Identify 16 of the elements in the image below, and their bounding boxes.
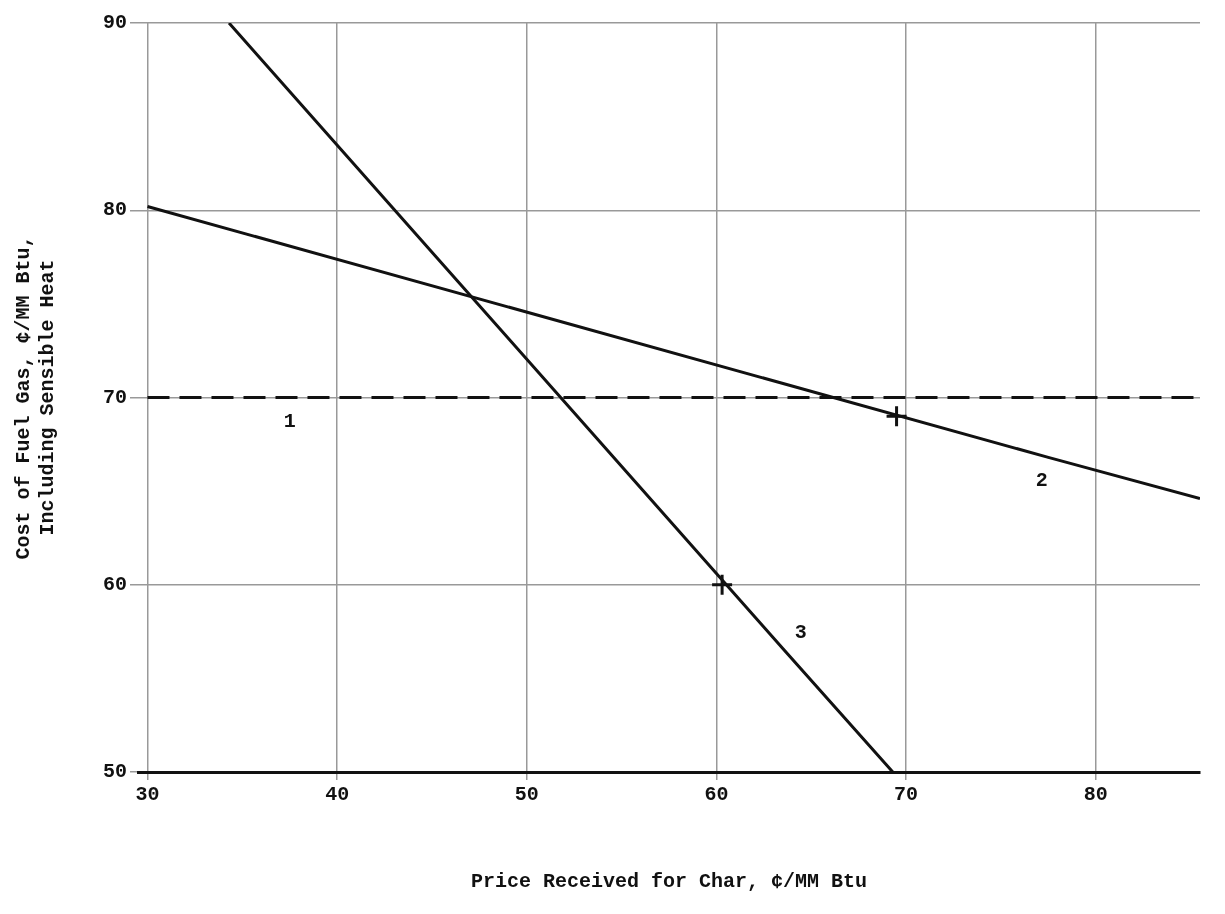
series-label: 2 (1035, 468, 1048, 492)
y-tick-label: 90 (102, 11, 127, 35)
series-label: 1 (283, 409, 296, 433)
y-tick-label: 60 (102, 572, 127, 596)
y-tick-label: 70 (102, 385, 127, 409)
x-tick-label: 40 (325, 783, 350, 807)
y-tick-label: 80 (102, 198, 127, 222)
x-tick-label: 80 (1083, 783, 1108, 807)
x-axis-title: Price Received for Char, ¢/MM Btu (470, 870, 868, 894)
x-tick-label: 50 (514, 783, 539, 807)
series-label: 3 (794, 620, 807, 644)
x-tick-label: 60 (704, 783, 729, 807)
y-axis-title: Cost of Fuel Gas, ¢/MM Btu, Including Sensible Heat (12, 235, 60, 560)
x-tick-label: 30 (135, 783, 160, 807)
x-tick-label: 70 (894, 783, 919, 807)
y-tick-label: 50 (102, 760, 127, 784)
